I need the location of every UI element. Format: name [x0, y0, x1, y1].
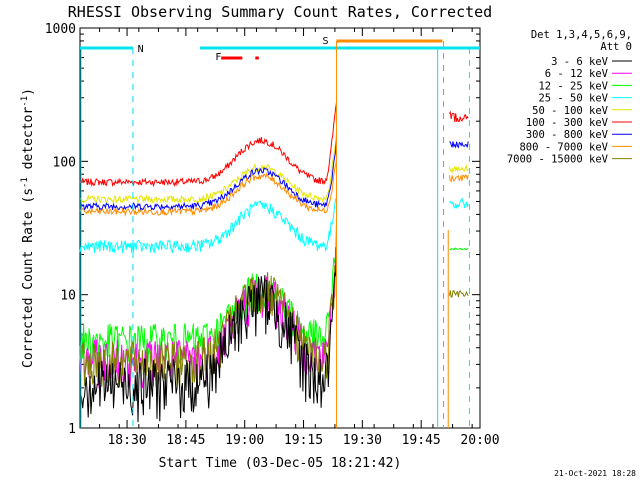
plot-area: [79, 27, 481, 429]
y-tick-label: 10: [60, 289, 76, 304]
x-tick-label: 19:30: [343, 433, 382, 448]
legend-label: 50 - 100 keV: [532, 105, 609, 117]
state-flags: N F S: [80, 36, 480, 428]
y-tick-label: 1000: [45, 22, 76, 37]
series-line-4: [448, 164, 469, 174]
y-axis-label-sup2: -1: [20, 96, 30, 107]
night-flag-label: N: [138, 44, 144, 55]
y-axis-label: Corrected Count Rate (s-1 detector-1): [20, 88, 36, 368]
legend-header-line: Det 1,3,4,5,6,9,: [531, 29, 632, 41]
x-axis-label: Start Time (03-Dec-05 18:21:42): [159, 456, 402, 471]
y-axis-label-part2: detector: [21, 107, 36, 178]
series-line-4: [79, 131, 337, 205]
x-axis: 18:30 18:45 19:00 19:15 19:30 19:45 20:00: [99, 28, 500, 448]
x-tick-label: 20:00: [460, 433, 499, 448]
y-tick-label: 1: [68, 422, 76, 437]
legend-label: 300 - 800 keV: [526, 129, 609, 141]
series-line-3: [449, 197, 469, 210]
series-line-7: [448, 174, 469, 183]
legend-label: 25 - 50 keV: [538, 93, 608, 105]
series-line-3: [79, 198, 337, 254]
legend-header-line: Att 0: [600, 41, 632, 53]
legend-label: 7000 - 15000 keV: [507, 154, 609, 166]
footer-date: 21-Oct-2021 18:28: [554, 469, 636, 478]
y-axis-label-part3: ): [21, 88, 36, 96]
x-tick-label: 19:00: [225, 433, 264, 448]
series-line-0: [79, 257, 337, 423]
saa-flag-label: S: [322, 36, 328, 47]
legend-label: 12 - 25 keV: [538, 80, 608, 92]
series-line-5: [79, 102, 337, 188]
legend-label: 800 - 7000 keV: [519, 141, 608, 153]
legend-label: 100 - 300 keV: [526, 117, 609, 129]
legend-label: 6 - 12 keV: [545, 68, 609, 80]
series-group: [79, 102, 469, 423]
chart-title: RHESSI Observing Summary Count Rates, Co…: [68, 3, 492, 21]
x-tick-label: 19:45: [402, 433, 441, 448]
series-line-2: [449, 247, 469, 251]
legend-label: 3 - 6 keV: [551, 56, 609, 68]
flare-flag-label: F: [215, 52, 221, 63]
plot-frame: [79, 27, 481, 429]
series-line-5: [448, 110, 469, 123]
y-tick-label: 100: [53, 155, 76, 170]
x-tick-label: 18:30: [107, 433, 146, 448]
series-line-6: [449, 141, 469, 149]
x-tick-label: 18:45: [166, 433, 205, 448]
y-axis-label-part1: Corrected Count Rate (s: [21, 188, 36, 368]
x-tick-label: 19:15: [284, 433, 323, 448]
y-axis-label-sup1: -1: [20, 177, 30, 188]
series-line-7: [79, 158, 337, 217]
series-line-8: [448, 290, 469, 298]
